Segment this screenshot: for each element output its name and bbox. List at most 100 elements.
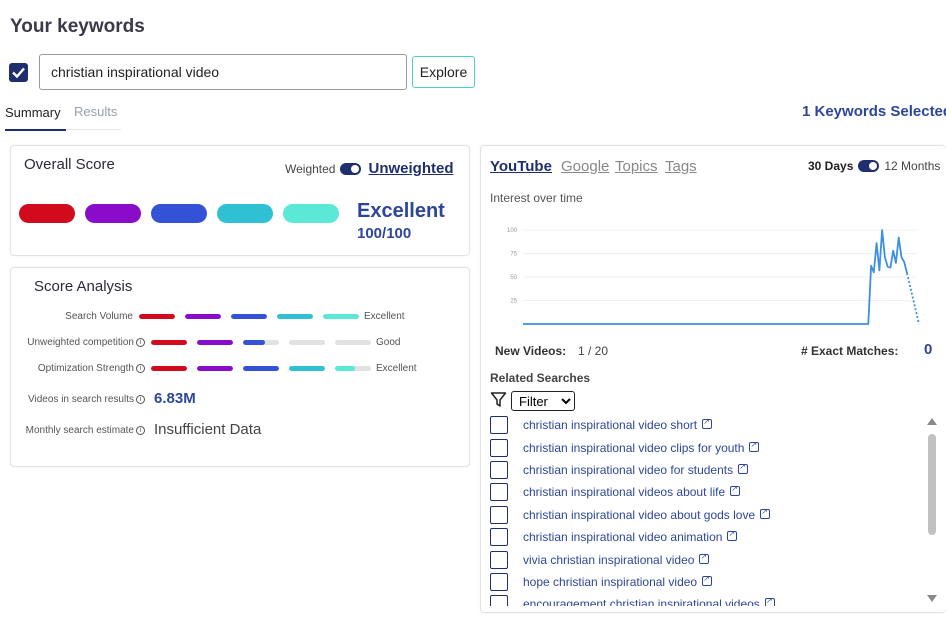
- related-search-checkbox[interactable]: [490, 438, 508, 457]
- unweighted-competition-label: Unweighted competition i: [27, 337, 145, 348]
- related-search-item[interactable]: christian inspirational video about gods…: [490, 504, 910, 526]
- filter-select[interactable]: Filter: [511, 391, 575, 411]
- search-volume-label: Search Volume: [65, 311, 133, 322]
- related-search-item[interactable]: hope christian inspirational video: [490, 571, 910, 593]
- source-tab-google[interactable]: Google: [561, 158, 610, 175]
- checkmark-icon: [12, 67, 25, 79]
- info-icon[interactable]: i: [136, 426, 145, 435]
- related-search-checkbox[interactable]: [490, 416, 508, 435]
- external-link-icon[interactable]: [760, 507, 771, 519]
- external-link-icon[interactable]: [702, 574, 713, 586]
- tab-results[interactable]: Results: [66, 104, 121, 130]
- external-link-icon[interactable]: [764, 596, 775, 606]
- related-search-link[interactable]: vivia christian inspirational video: [523, 552, 710, 567]
- score-bar-segment: [335, 340, 371, 345]
- score-pill: [151, 204, 207, 223]
- related-search-checkbox[interactable]: [490, 572, 508, 591]
- overall-score-card: Overall Score Weighted Unweighted Excell…: [10, 145, 470, 256]
- exact-matches-value: 0: [924, 341, 933, 358]
- score-bar-segment: [243, 366, 279, 371]
- score-bar-segment: [139, 314, 175, 319]
- weighted-label[interactable]: Weighted: [285, 161, 336, 176]
- external-link-icon[interactable]: [749, 440, 760, 452]
- related-search-link[interactable]: christian inspirational video for studen…: [523, 462, 749, 477]
- scrollbar-thumb[interactable]: [928, 434, 936, 535]
- related-search-checkbox[interactable]: [490, 528, 508, 547]
- exact-matches-label: # Exact Matches:: [801, 344, 899, 358]
- related-search-link[interactable]: hope christian inspirational video: [523, 574, 713, 589]
- info-icon[interactable]: i: [136, 395, 145, 404]
- related-search-checkbox[interactable]: [490, 505, 508, 524]
- external-link-icon[interactable]: [702, 417, 713, 430]
- score-analysis-title: Score Analysis: [34, 278, 133, 295]
- score-bar-segment: [197, 366, 233, 371]
- related-search-label: christian inspirational video animation: [523, 530, 723, 545]
- related-search-label: vivia christian inspirational video: [523, 552, 695, 567]
- related-search-link[interactable]: christian inspirational video animation: [523, 529, 738, 545]
- optimization-strength-verdict: Excellent: [376, 363, 417, 374]
- period-12-months[interactable]: 12 Months: [884, 159, 941, 173]
- related-search-item[interactable]: christian inspirational video for studen…: [490, 459, 910, 481]
- related-search-item[interactable]: christian inspirational video short: [490, 414, 910, 436]
- unweighted-label[interactable]: Unweighted: [368, 160, 454, 177]
- related-search-link[interactable]: encouragement christian inspirational vi…: [523, 596, 775, 606]
- keywords-selected-count[interactable]: 1 Keywords Selected: [802, 103, 946, 120]
- keyword-checkbox[interactable]: [9, 63, 28, 82]
- external-link-icon[interactable]: [727, 529, 738, 542]
- related-search-checkbox[interactable]: [490, 460, 508, 479]
- overall-score-title: Overall Score: [24, 156, 115, 173]
- info-icon[interactable]: i: [136, 364, 145, 373]
- score-bar-segment: [231, 314, 267, 319]
- score-pill: [283, 204, 339, 223]
- interest-series-line: [523, 229, 908, 325]
- scroll-down-arrow-icon[interactable]: [927, 595, 937, 602]
- related-search-checkbox[interactable]: [490, 550, 508, 569]
- source-tab-youtube[interactable]: YouTube: [490, 158, 552, 175]
- y-tick-label: 25: [510, 299, 517, 305]
- source-tab-topics[interactable]: Topics: [615, 158, 658, 175]
- score-bar-segment: [243, 340, 279, 345]
- external-link-icon[interactable]: [699, 552, 710, 564]
- related-search-item[interactable]: christian inspirational videos about lif…: [490, 481, 910, 503]
- info-icon[interactable]: i: [136, 338, 145, 347]
- explore-button[interactable]: Explore: [412, 56, 475, 88]
- scroll-up-arrow-icon[interactable]: [927, 418, 937, 425]
- y-tick-label: 100: [507, 228, 518, 234]
- videos-in-search-value: 6.83M: [154, 390, 196, 407]
- keyword-input[interactable]: [39, 54, 407, 90]
- period-toggle[interactable]: [858, 160, 880, 172]
- related-search-link[interactable]: christian inspirational video clips for …: [523, 440, 760, 455]
- related-search-item[interactable]: vivia christian inspirational video: [490, 548, 910, 570]
- related-search-checkbox[interactable]: [490, 483, 508, 502]
- score-pill: [19, 204, 75, 223]
- score-analysis-card: Score Analysis Search Volume Unweighted …: [10, 267, 470, 467]
- score-bar-segment: [151, 340, 187, 345]
- monthly-search-label: Monthly search estimate i: [26, 425, 145, 436]
- related-search-label: christian inspirational video short: [523, 418, 698, 433]
- external-link-icon[interactable]: [730, 484, 741, 497]
- related-search-item[interactable]: encouragement christian inspirational vi…: [490, 593, 910, 606]
- external-link-icon[interactable]: [738, 462, 749, 474]
- tab-summary[interactable]: Summary: [5, 105, 66, 131]
- related-search-item[interactable]: christian inspirational video animation: [490, 526, 910, 548]
- score-pill: [217, 204, 273, 223]
- chart-title: Interest over time: [490, 191, 583, 205]
- related-search-link[interactable]: christian inspirational video about gods…: [523, 507, 771, 522]
- related-search-label: christian inspirational videos about lif…: [523, 485, 726, 500]
- source-tab-tags[interactable]: Tags: [665, 158, 697, 175]
- related-search-item[interactable]: christian inspirational video clips for …: [490, 436, 910, 458]
- overall-rating: Excellent: [357, 200, 445, 222]
- weighted-toggle[interactable]: [340, 162, 362, 175]
- weight-toggle-row: Weighted Unweighted: [285, 160, 453, 177]
- related-search-link[interactable]: christian inspirational video short: [523, 417, 713, 433]
- interest-partial-segment: [906, 273, 920, 325]
- interest-line-chart: 25 50 75 100: [507, 228, 920, 325]
- related-search-label: christian inspirational video clips for …: [523, 440, 745, 455]
- related-search-link[interactable]: christian inspirational videos about lif…: [523, 484, 741, 500]
- filter-icon[interactable]: [490, 391, 507, 408]
- related-search-label: christian inspirational video about gods…: [523, 507, 756, 522]
- related-search-checkbox[interactable]: [490, 595, 508, 606]
- period-30-days[interactable]: 30 Days: [808, 159, 854, 173]
- search-volume-verdict: Excellent: [364, 311, 405, 322]
- interest-card: YouTube Google Topics Tags 30 Days 12 Mo…: [480, 145, 946, 613]
